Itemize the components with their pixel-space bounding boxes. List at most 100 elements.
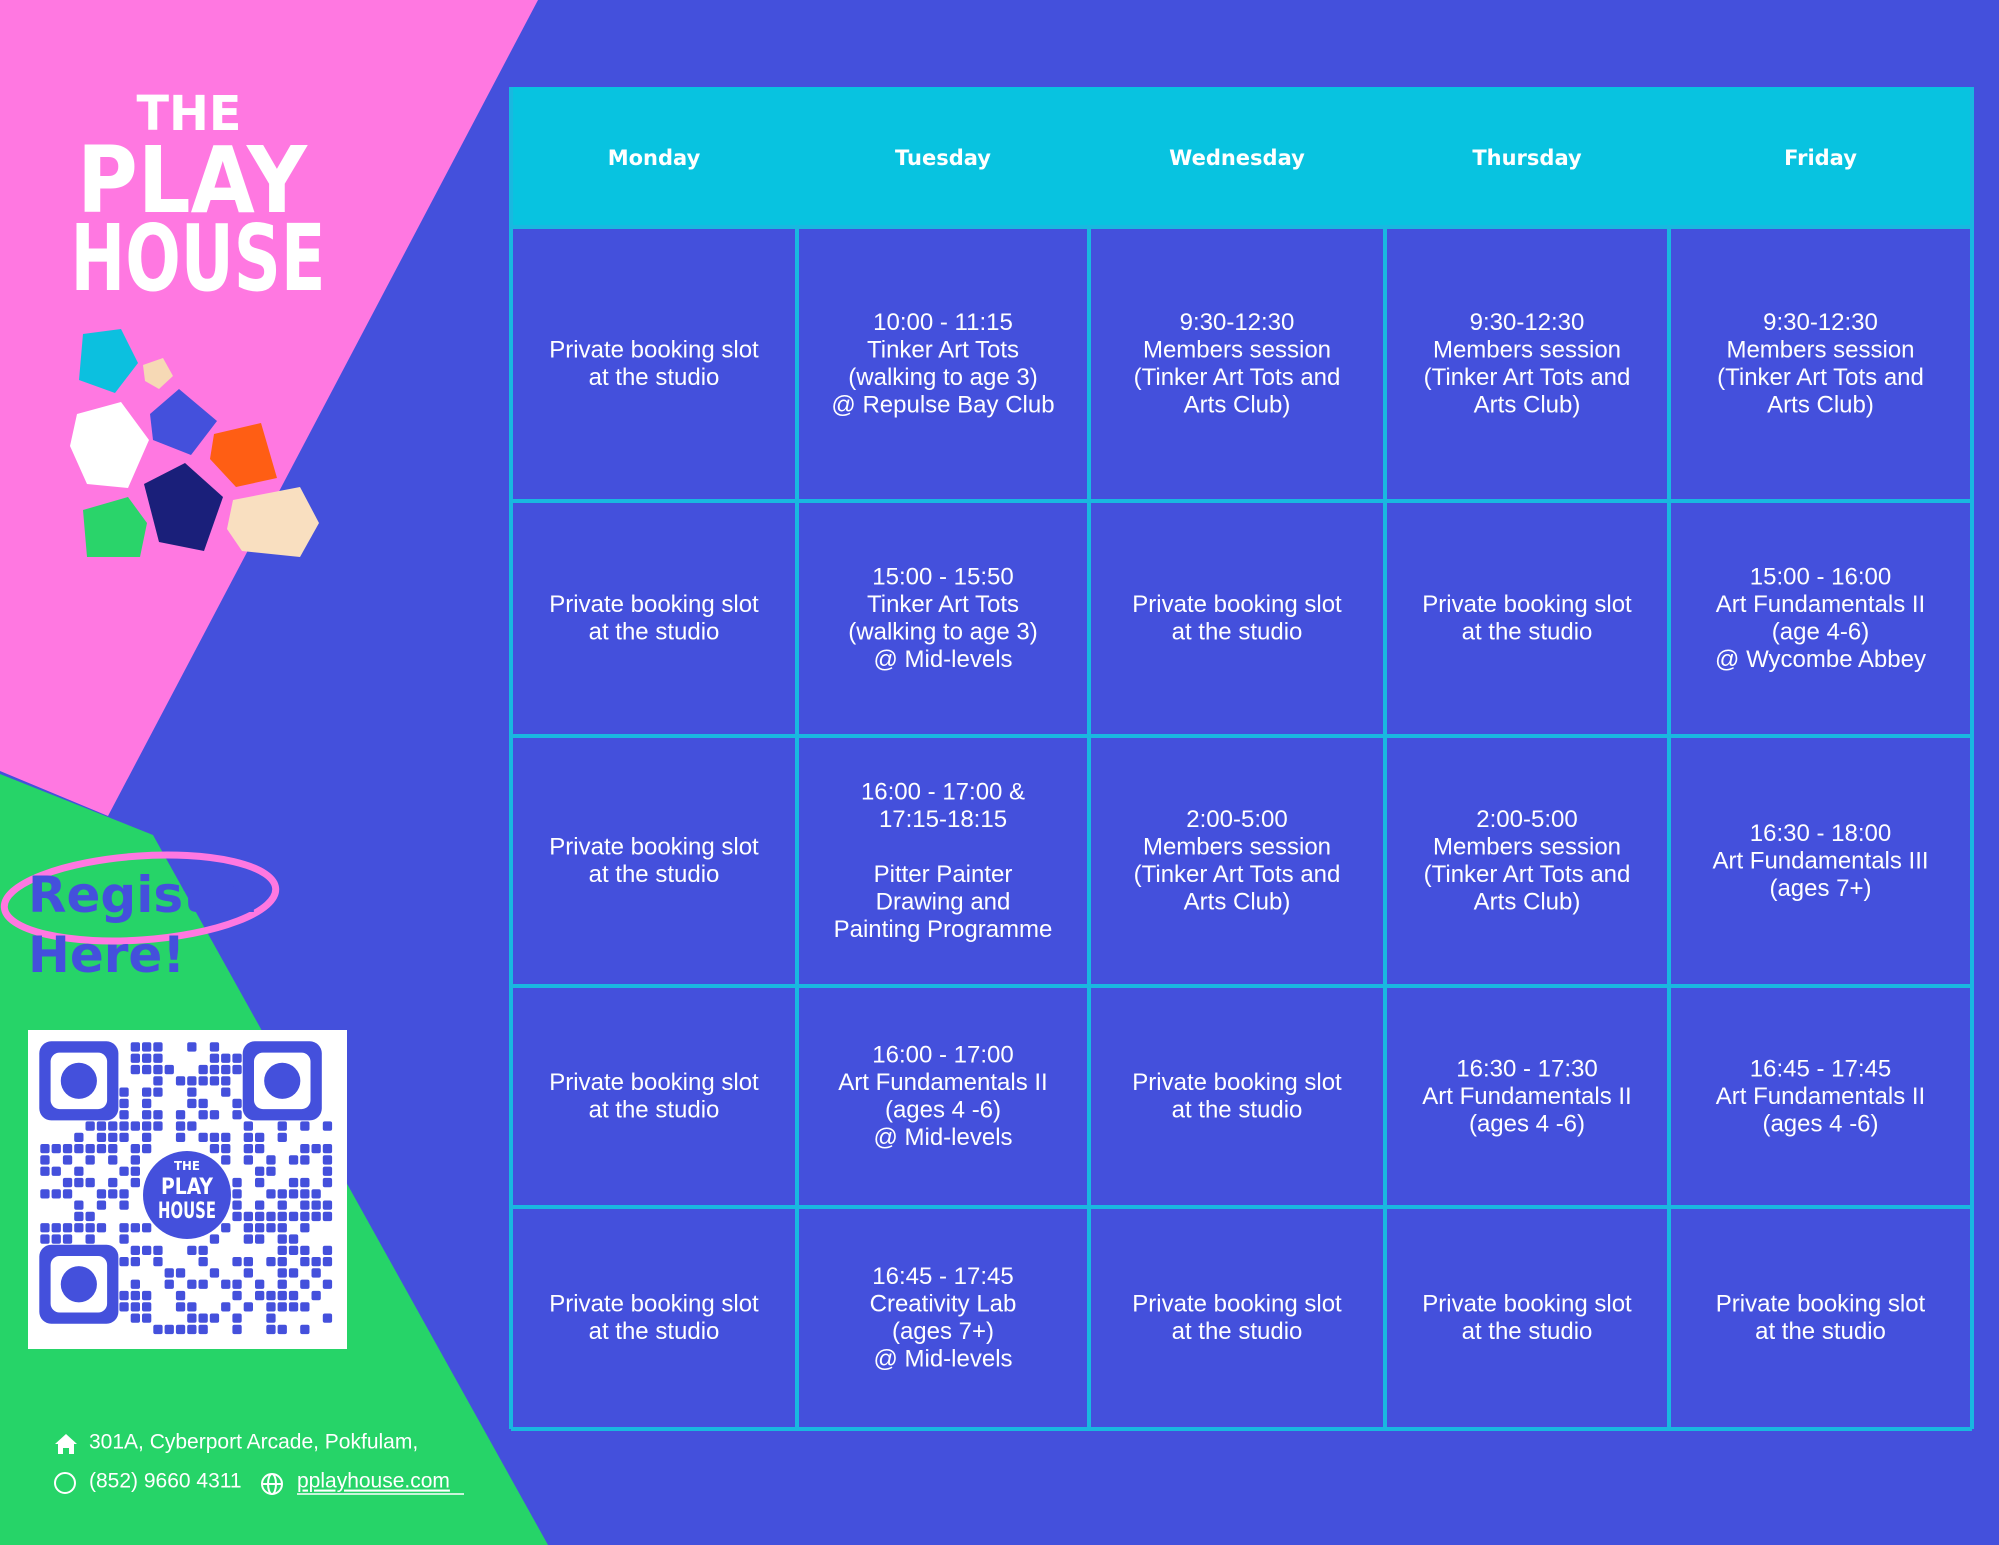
qr-dot (311, 1268, 321, 1278)
qr-dot (130, 1144, 140, 1154)
qr-dot (130, 1155, 140, 1165)
qr-dot (119, 1257, 129, 1267)
qr-dot (288, 1155, 299, 1165)
qr-dot (243, 1144, 253, 1154)
qr-dot (311, 1290, 321, 1301)
cell-text: 16:45 - 17:45 (872, 1263, 1013, 1290)
cell-text: 2:00-5:00 (1476, 806, 1577, 833)
cell-text: Creativity Lab (870, 1291, 1017, 1318)
cell-text: at the studio (589, 861, 720, 888)
shape (70, 402, 149, 488)
qr-dot (51, 1223, 61, 1233)
qr-dot (266, 1290, 276, 1301)
qr-dot (198, 1324, 208, 1335)
qr-dot (187, 1076, 197, 1086)
qr-dot (187, 1245, 197, 1255)
qr-dot (243, 1223, 253, 1233)
qr-dot (322, 1121, 333, 1131)
qr-dot (62, 1234, 73, 1244)
cell-text: (ages 4 -6) (885, 1097, 1001, 1124)
qr-dot (322, 1245, 333, 1255)
cell-text: Private booking slot (549, 1069, 759, 1096)
qr-dot (243, 1234, 253, 1244)
qr-dot (130, 1257, 140, 1267)
qr-dot (85, 1144, 95, 1154)
qr-dot (232, 1064, 242, 1075)
cell-text: 16:45 - 17:45 (1750, 1055, 1891, 1082)
qr-dot (62, 1155, 73, 1165)
cell-text: 10:00 - 11:15 (873, 309, 1013, 336)
qr-dot (74, 1211, 84, 1222)
qr-dot (85, 1155, 95, 1165)
qr-dot (153, 1053, 163, 1063)
qr-dot (209, 1042, 220, 1052)
qr-dot (187, 1302, 197, 1312)
shape (143, 358, 173, 389)
cell-text: Pitter Painter (874, 861, 1013, 888)
cell-text: at the studio (1172, 619, 1303, 646)
qr-dot (322, 1313, 333, 1323)
qr-dot (40, 1234, 50, 1244)
qr-dot (221, 1087, 231, 1097)
qr-dot (209, 1144, 220, 1154)
qr-dot (277, 1121, 287, 1131)
qr-dot (221, 1132, 231, 1142)
cell-text: at the studio (1755, 1318, 1886, 1345)
qr-dot (198, 1279, 208, 1289)
shape (210, 423, 277, 487)
qr-dot (142, 1290, 152, 1301)
qr-dot (119, 1223, 129, 1233)
qr-dot (142, 1121, 152, 1131)
qr-dot (311, 1189, 321, 1199)
cell-text: (age 4-6) (1772, 619, 1869, 646)
qr-logo-text: PLAY (161, 1175, 214, 1200)
phone-icon (54, 1472, 76, 1494)
cell-text: Private booking slot (1132, 1291, 1342, 1318)
logo: THE PLAY HOUSE (71, 86, 326, 312)
qr-dot (142, 1132, 152, 1142)
qr-dot (119, 1234, 129, 1244)
qr-dot (85, 1121, 95, 1131)
cell-text: Tinker Art Tots (867, 591, 1019, 618)
qr-dot (198, 1132, 208, 1142)
qr-dot (187, 1042, 197, 1052)
cell-text: 9:30-12:30 (1763, 309, 1878, 336)
phone: (852) 9660 4311 (89, 1470, 242, 1493)
qr-dot (175, 1324, 186, 1335)
qr-dot (119, 1087, 129, 1097)
qr-dot (322, 1257, 333, 1267)
cell-text: (walking to age 3) (848, 364, 1037, 391)
cell-text: at the studio (1172, 1318, 1303, 1345)
cell-text: Art Fundamentals II (1716, 1083, 1925, 1110)
register-text: Register (28, 866, 266, 924)
qr-dot (62, 1223, 73, 1233)
cell-text: Arts Club) (1474, 889, 1581, 916)
qr-dot (311, 1200, 321, 1210)
qr-logo-text: THE (174, 1159, 200, 1173)
qr-dot (198, 1313, 208, 1323)
qr-dot (119, 1290, 129, 1301)
cell-text: Members session (1143, 337, 1331, 364)
day-header: Monday (608, 146, 701, 170)
logo-line: HOUSE (71, 205, 326, 312)
day-header: Wednesday (1169, 146, 1305, 170)
qr-dot (221, 1155, 231, 1165)
qr-dot (62, 1144, 73, 1154)
register-text: Here! (28, 926, 185, 984)
qr-dot (288, 1290, 299, 1301)
qr-dot (209, 1064, 220, 1075)
qr-dot (266, 1189, 276, 1199)
qr-dot (300, 1211, 310, 1222)
qr-dot (40, 1189, 50, 1199)
cell-text: 9:30-12:30 (1470, 309, 1585, 336)
qr-dot (175, 1121, 186, 1131)
website-link[interactable]: pplayhouse.com (297, 1470, 450, 1493)
qr-dot (243, 1132, 253, 1142)
qr-dot (142, 1087, 152, 1097)
cell-text: (ages 4 -6) (1762, 1110, 1878, 1137)
qr-dot (300, 1121, 310, 1131)
qr-dot (164, 1064, 174, 1075)
qr-dot (232, 1290, 242, 1301)
qr-dot (119, 1098, 129, 1109)
cell-text: Members session (1143, 834, 1331, 861)
